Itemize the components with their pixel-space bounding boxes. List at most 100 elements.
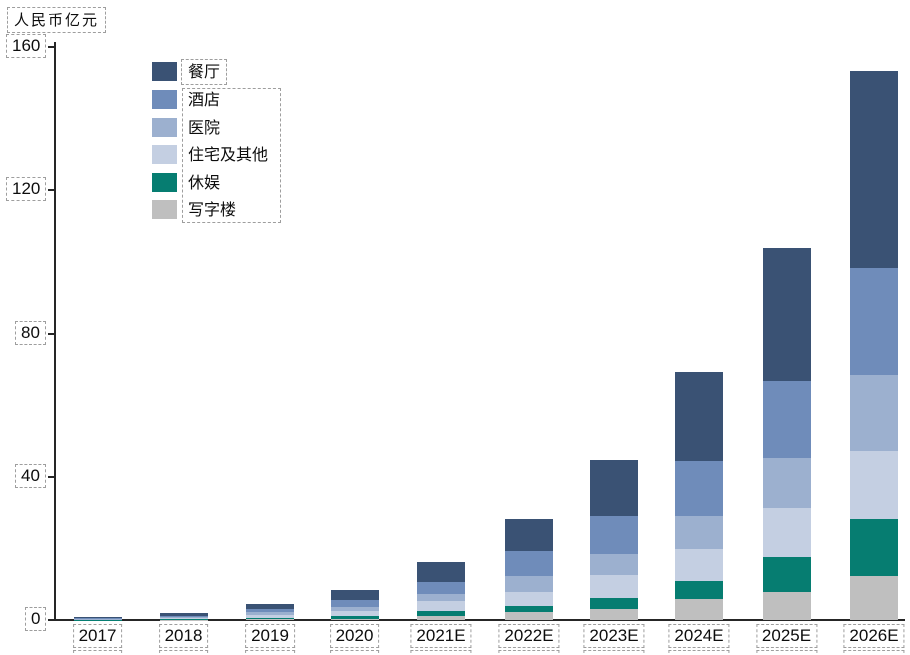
bar-segment-2023E-医院 [590,554,638,575]
x-axis-label-2026E: 2026E [843,624,905,648]
bar-segment-2022E-医院 [505,575,553,593]
bar-segment-2019-酒店 [246,609,294,613]
legend-label-休娱: 休娱 [188,172,221,192]
bar-segment-2025E-写字楼 [762,591,811,620]
bar-segment-2020-住宅及其他 [330,611,379,616]
x-axis-line [54,619,905,621]
cutoff-dashed-box-2024E: 2024E [668,650,730,655]
bar-segment-2018-酒店 [159,615,208,618]
bar-segment-2024E-酒店 [675,460,723,516]
cutoff-dashed-box-2021E: 2021E [410,650,472,655]
bar-segment-2020-餐厅 [330,589,379,600]
bar-segment-2024E-住宅及其他 [675,549,723,581]
bar-segment-2022E-餐厅 [505,519,553,551]
y-tick-mark [48,46,55,48]
bar-segment-2024E-医院 [675,515,723,550]
y-tick-mark [48,189,55,192]
y-tick-label: 40 [15,463,46,488]
y-tick-label: 120 [6,177,47,202]
legend-label-住宅及其他: 住宅及其他 [188,145,269,164]
legend-group-dashed-box [182,88,281,223]
bar-segment-2020-酒店 [330,599,379,607]
bar-segment-2022E-写字楼 [505,612,553,620]
bar-segment-2018-医院 [159,617,208,619]
bar-segment-2023E-休娱 [590,598,638,609]
bar-segment-2020-写字楼 [330,618,379,620]
bar-segment-2019-写字楼 [246,618,294,620]
bar-segment-2022E-酒店 [505,550,553,576]
x-axis-label-2018: 2018 [158,624,209,648]
bar-segment-2018-住宅及其他 [159,618,208,620]
bar-segment-2021E-休娱 [417,611,465,616]
y-tick-mark [48,332,55,335]
bar-segment-2020-休娱 [330,615,379,619]
bar-segment-2022E-住宅及其他 [505,592,553,606]
legend-swatch-写字楼 [152,200,177,219]
bar-segment-2023E-餐厅 [590,459,638,516]
bar-segment-2019-医院 [246,612,294,616]
x-axis-label-2020: 2020 [329,624,380,648]
x-axis-label-2017: 2017 [72,624,123,648]
legend-swatch-医院 [152,117,177,137]
legend-label-医院: 医院 [188,117,221,137]
x-axis-label-2019: 2019 [245,624,295,648]
cutoff-dashed-box-2023E: 2023E [583,650,645,655]
bar-segment-2026E-住宅及其他 [850,450,898,519]
x-axis-label-2021E: 2021E [410,624,472,648]
bar-segment-2021E-住宅及其他 [417,600,465,612]
bar-segment-2025E-餐厅 [762,247,811,381]
bar-segment-2026E-酒店 [850,267,898,375]
x-axis-label-2023E: 2023E [583,624,645,648]
bar-segment-2024E-写字楼 [675,598,723,620]
legend-swatch-休娱 [152,172,177,192]
y-tick-label: 80 [15,320,46,345]
bar-segment-2023E-住宅及其他 [590,574,638,599]
bar-segment-2025E-医院 [762,458,811,509]
bar-segment-2026E-写字楼 [850,575,898,620]
y-axis-line [54,42,56,620]
cutoff-dashed-box-2020: 2020 [329,650,380,655]
y-tick-mark [48,475,55,478]
legend-label-酒店: 酒店 [188,90,221,109]
bar-segment-2019-餐厅 [246,604,294,610]
x-axis-label-2022E: 2022E [498,624,560,648]
cutoff-dashed-box-2026E: 2026E [843,650,905,655]
bar-segment-2024E-餐厅 [675,372,723,461]
y-tick-mark [48,619,55,621]
bar-segment-2017-餐厅 [73,617,122,619]
bar-segment-2021E-餐厅 [417,562,465,583]
bar-segment-2017-酒店 [73,618,122,619]
bar-segment-2021E-酒店 [417,582,465,594]
cutoff-dashed-box-2025E: 2025E [755,650,818,655]
bar-segment-2023E-酒店 [590,515,638,555]
cutoff-dashed-box-2018: 2018 [158,650,209,655]
bar-segment-2026E-医院 [850,374,898,451]
bar-segment-2021E-医院 [417,593,465,601]
legend-swatch-住宅及其他 [152,145,177,164]
bar-segment-2024E-休娱 [675,580,723,599]
bar-segment-2026E-餐厅 [850,70,898,268]
y-tick-label: 0 [25,607,47,631]
bar-segment-2018-餐厅 [159,613,208,616]
x-axis-label-2025E: 2025E [755,624,818,648]
bar-segment-2025E-住宅及其他 [762,508,811,558]
bar-segment-2026E-休娱 [850,519,898,576]
legend-label-餐厅: 餐厅 [181,59,228,85]
bar-segment-2025E-休娱 [762,557,811,592]
legend-swatch-餐厅 [152,62,177,81]
legend-label-写字楼: 写字楼 [188,200,237,219]
bar-segment-2019-住宅及其他 [246,615,294,618]
cutoff-dashed-box-2019: 2019 [245,650,295,655]
bar-segment-2025E-酒店 [762,380,811,459]
x-axis-label-2024E: 2024E [668,624,730,648]
bar-segment-2017-医院 [73,618,122,620]
bar-segment-2022E-休娱 [505,605,553,613]
cutoff-dashed-box-2017: 2017 [72,650,123,655]
bar-segment-2019-休娱 [246,617,294,619]
bar-segment-2021E-写字楼 [417,615,465,620]
bar-segment-2023E-写字楼 [590,608,638,620]
bar-segment-2020-医院 [330,606,379,612]
y-axis-unit-label: 人民币亿元 [7,7,107,33]
cutoff-dashed-box-2022E: 2022E [498,650,560,655]
